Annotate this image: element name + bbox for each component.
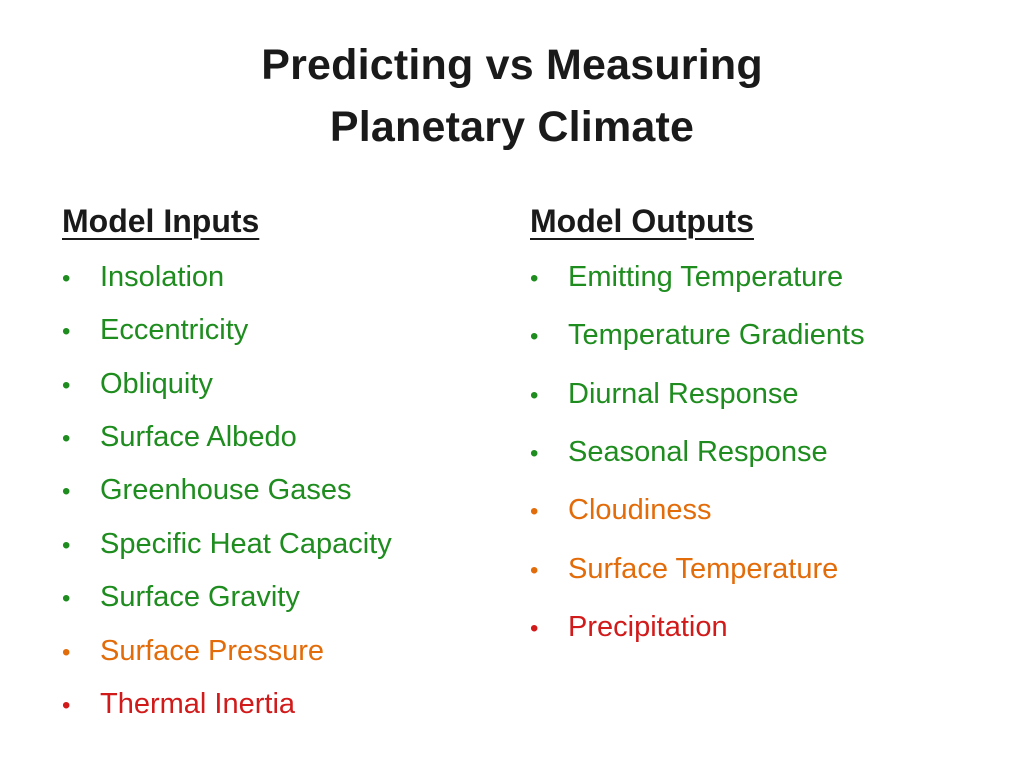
list-item: • Obliquity [62, 367, 530, 400]
list-item-label: Obliquity [100, 367, 213, 400]
list-item-label: Temperature Gradients [568, 319, 865, 352]
title-line-1: Predicting vs Measuring [261, 41, 763, 89]
bullet-icon: • [62, 425, 71, 452]
list-item-label: Eccentricity [100, 314, 249, 347]
model-outputs-list: • Emitting Temperature • Temperature Gra… [530, 260, 1024, 644]
model-inputs-list: • Insolation • Eccentricity • Obliquity … [62, 260, 530, 721]
list-item-label: Precipitation [568, 611, 728, 644]
list-item-label: Emitting Temperature [568, 260, 844, 293]
list-item: • Greenhouse Gases [62, 474, 530, 507]
list-item-label: Thermal Inertia [100, 688, 296, 721]
bullet-icon: • [530, 556, 539, 584]
list-item: • Specific Heat Capacity [62, 527, 530, 560]
list-item: • Thermal Inertia [62, 688, 530, 721]
title-line-2: Planetary Climate [329, 103, 695, 152]
bullet-icon: • [530, 381, 539, 409]
bullet-icon: • [62, 264, 71, 292]
columns-container: Model Inputs • Insolation • Eccentricity… [0, 203, 1024, 720]
bullet-icon: • [62, 692, 71, 720]
bullet-icon: • [530, 498, 539, 526]
list-item: • Emitting Temperature [530, 260, 1024, 293]
bullet-icon: • [530, 615, 539, 643]
list-item: • Precipitation [530, 611, 1024, 644]
list-item: • Surface Pressure [62, 634, 530, 667]
model-inputs-heading: Model Inputs [62, 202, 260, 239]
list-item-label: Diurnal Response [568, 377, 799, 410]
list-item: • Eccentricity [62, 314, 530, 347]
list-item-label: Surface Gravity [100, 581, 300, 614]
bullet-icon: • [62, 638, 71, 666]
list-item: • Temperature Gradients [530, 319, 1024, 352]
list-item: • Surface Temperature [530, 552, 1024, 585]
slide-title: Predicting vs Measuring Planetary Climat… [0, 0, 1024, 159]
list-item: • Insolation [62, 260, 530, 293]
bullet-icon: • [530, 264, 539, 292]
bullet-icon: • [62, 478, 71, 506]
model-outputs-column: Model Outputs • Emitting Temperature • T… [530, 203, 1024, 720]
list-item-label: Insolation [100, 260, 225, 293]
list-item-label: Greenhouse Gases [100, 474, 352, 507]
list-item-label: Surface Pressure [100, 634, 325, 667]
list-item: • Diurnal Response [530, 377, 1024, 410]
list-item-label: Specific Heat Capacity [100, 527, 392, 560]
bullet-icon: • [62, 318, 71, 346]
list-item-label: Cloudiness [568, 494, 712, 527]
model-inputs-column: Model Inputs • Insolation • Eccentricity… [62, 203, 530, 720]
list-item: • Surface Albedo [62, 421, 530, 453]
bullet-icon: • [62, 585, 71, 613]
list-item-label: Surface Albedo [100, 421, 297, 453]
bullet-icon: • [530, 323, 539, 351]
bullet-icon: • [530, 440, 539, 467]
list-item: • Surface Gravity [62, 581, 530, 614]
bullet-icon: • [62, 371, 71, 399]
list-item: • Cloudiness [530, 494, 1024, 527]
bullet-icon: • [62, 531, 71, 559]
list-item: • Seasonal Response [530, 436, 1024, 468]
list-item-label: Seasonal Response [568, 436, 828, 468]
model-outputs-heading: Model Outputs [530, 202, 754, 239]
list-item-label: Surface Temperature [568, 552, 839, 585]
